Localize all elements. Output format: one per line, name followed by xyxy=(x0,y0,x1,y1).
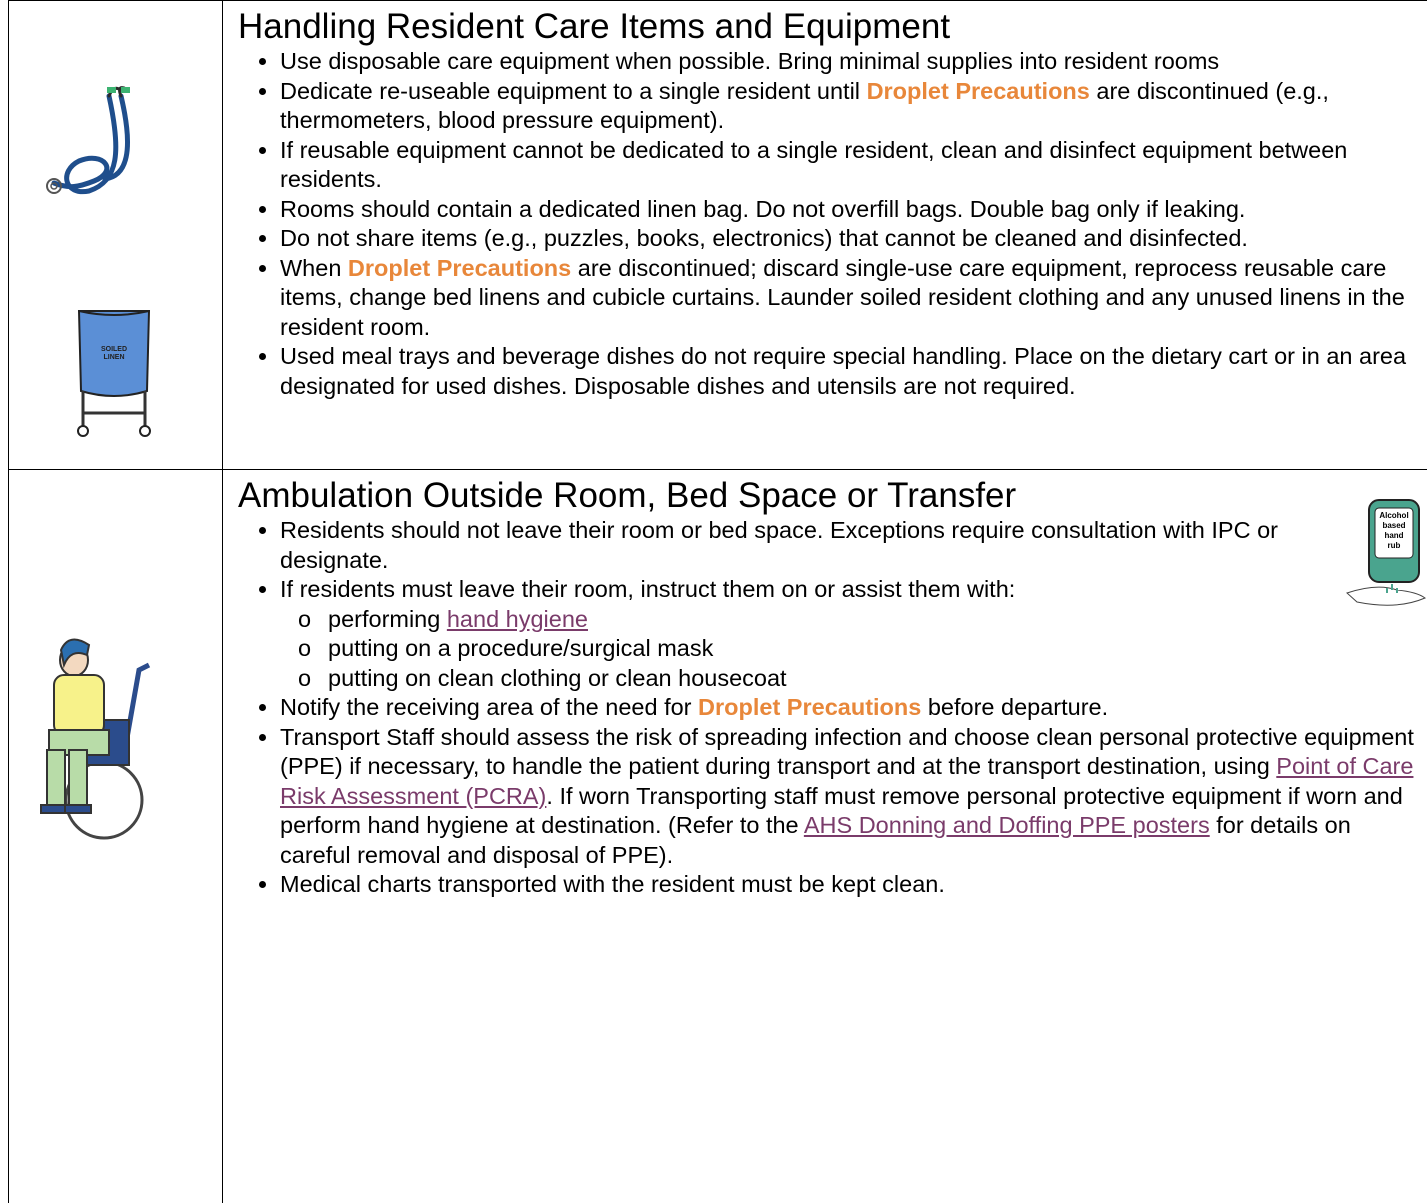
text-cell: Handling Resident Care Items and Equipme… xyxy=(222,0,1427,470)
link[interactable]: hand hygiene xyxy=(446,605,588,632)
bag-label: SOILED xyxy=(101,346,127,353)
sub-bullet: putting on clean clothing or clean house… xyxy=(328,664,1427,694)
text: are discontinued (e.g., thermometers, bl… xyxy=(280,77,1329,134)
text: before departure. xyxy=(921,694,1109,720)
text: Medical charts transported with the resi… xyxy=(280,871,945,897)
linen-bag-icon: SOILED LINEN xyxy=(77,310,151,437)
hand xyxy=(1346,586,1426,606)
bullet: When Droplet Precautions are discontinue… xyxy=(280,254,1427,343)
text: If reusable equipment cannot be dedicate… xyxy=(280,136,1348,193)
link[interactable]: AHS Donning and Doffing PPE posters xyxy=(803,812,1210,838)
bullet: Transport Staff should assess the risk o… xyxy=(280,723,1427,871)
text: Use disposable care equipment when possi… xyxy=(280,48,1220,74)
emphasis: Droplet Precautions xyxy=(698,694,922,720)
text: performing xyxy=(328,605,447,632)
text: for details on careful removal and dispo… xyxy=(280,812,1351,868)
text: putting on clean clothing or clean house… xyxy=(328,664,787,691)
wheelchair-icon xyxy=(40,638,151,840)
text: Do not share items (e.g., puzzles, books… xyxy=(280,225,1248,251)
icons xyxy=(40,638,151,840)
sub-list: performing hand hygieneputting on a proc… xyxy=(280,605,1427,694)
text: Dedicate re-useable equipment to a singl… xyxy=(280,77,867,104)
bullet: If residents must leave their room, inst… xyxy=(280,575,1427,693)
precautions-table: SOILED LINEN Handling Resident Care Item… xyxy=(8,0,1427,1203)
section-title: Handling Resident Care Items and Equipme… xyxy=(238,7,951,46)
text: Residents should not leave their room or… xyxy=(280,517,1278,573)
text: putting on a procedure/surgical mask xyxy=(328,635,714,661)
bullet: Notify the receiving area of the need fo… xyxy=(280,693,1427,723)
bullet-list: Residents should not leave their room or… xyxy=(238,516,1427,900)
dispenser-label-text: rub xyxy=(1388,541,1401,550)
icon-cell: SOILED LINEN xyxy=(8,0,223,470)
bullet: Dedicate re-useable equipment to a singl… xyxy=(280,77,1427,136)
text: are discontinued; discard single-use car… xyxy=(280,254,1405,340)
bullet-list: Use disposable care equipment when possi… xyxy=(238,47,1427,401)
emphasis: Droplet Precautions xyxy=(866,77,1090,104)
dispenser-label-text: Alcohol xyxy=(1379,511,1408,520)
dispenser-label-text: hand xyxy=(1384,531,1403,540)
text: Rooms should contain a dedicated linen b… xyxy=(280,195,1246,222)
bullet: Rooms should contain a dedicated linen b… xyxy=(280,195,1427,225)
drops xyxy=(1386,584,1398,593)
text: Transport Staff should assess the risk o… xyxy=(280,723,1414,780)
bullet: Used meal trays and beverage dishes do n… xyxy=(280,342,1427,401)
text: When xyxy=(280,254,348,281)
link[interactable]: Point of Care Risk Assessment (PCRA) xyxy=(280,753,1414,809)
emphasis: Droplet Precautions xyxy=(347,254,572,281)
sub-bullet: putting on a procedure/surgical mask xyxy=(328,634,1427,664)
row: SOILED LINEN Handling Resident Care Item… xyxy=(8,0,1427,470)
text: . If worn Transporting staff must remove… xyxy=(280,782,1403,839)
sub-bullet: performing hand hygiene xyxy=(328,605,1427,635)
bullet: If reusable equipment cannot be dedicate… xyxy=(280,136,1427,195)
row: Ambulation Outside Room, Bed Space or Tr… xyxy=(8,469,1427,1203)
bag-label: LINEN xyxy=(104,354,125,361)
text-cell: Ambulation Outside Room, Bed Space or Tr… xyxy=(222,469,1427,1203)
dispenser-label xyxy=(1374,507,1414,559)
text: Notify the receiving area of the need fo… xyxy=(280,694,699,720)
bullet: Do not share items (e.g., puzzles, books… xyxy=(280,224,1427,254)
text: Used meal trays and beverage dishes do n… xyxy=(280,343,1407,399)
text: If residents must leave their room, inst… xyxy=(280,576,1016,602)
section-title: Ambulation Outside Room, Bed Space or Tr… xyxy=(238,476,1017,515)
stethoscope-icon xyxy=(46,86,130,195)
icons: SOILED LINEN xyxy=(46,86,151,437)
icon-cell xyxy=(8,469,223,1203)
dispenser-label-text: based xyxy=(1382,521,1405,530)
bullet: Use disposable care equipment when possi… xyxy=(280,47,1427,77)
bullet: Residents should not leave their room or… xyxy=(280,516,1427,575)
bullet: Medical charts transported with the resi… xyxy=(280,870,1427,900)
